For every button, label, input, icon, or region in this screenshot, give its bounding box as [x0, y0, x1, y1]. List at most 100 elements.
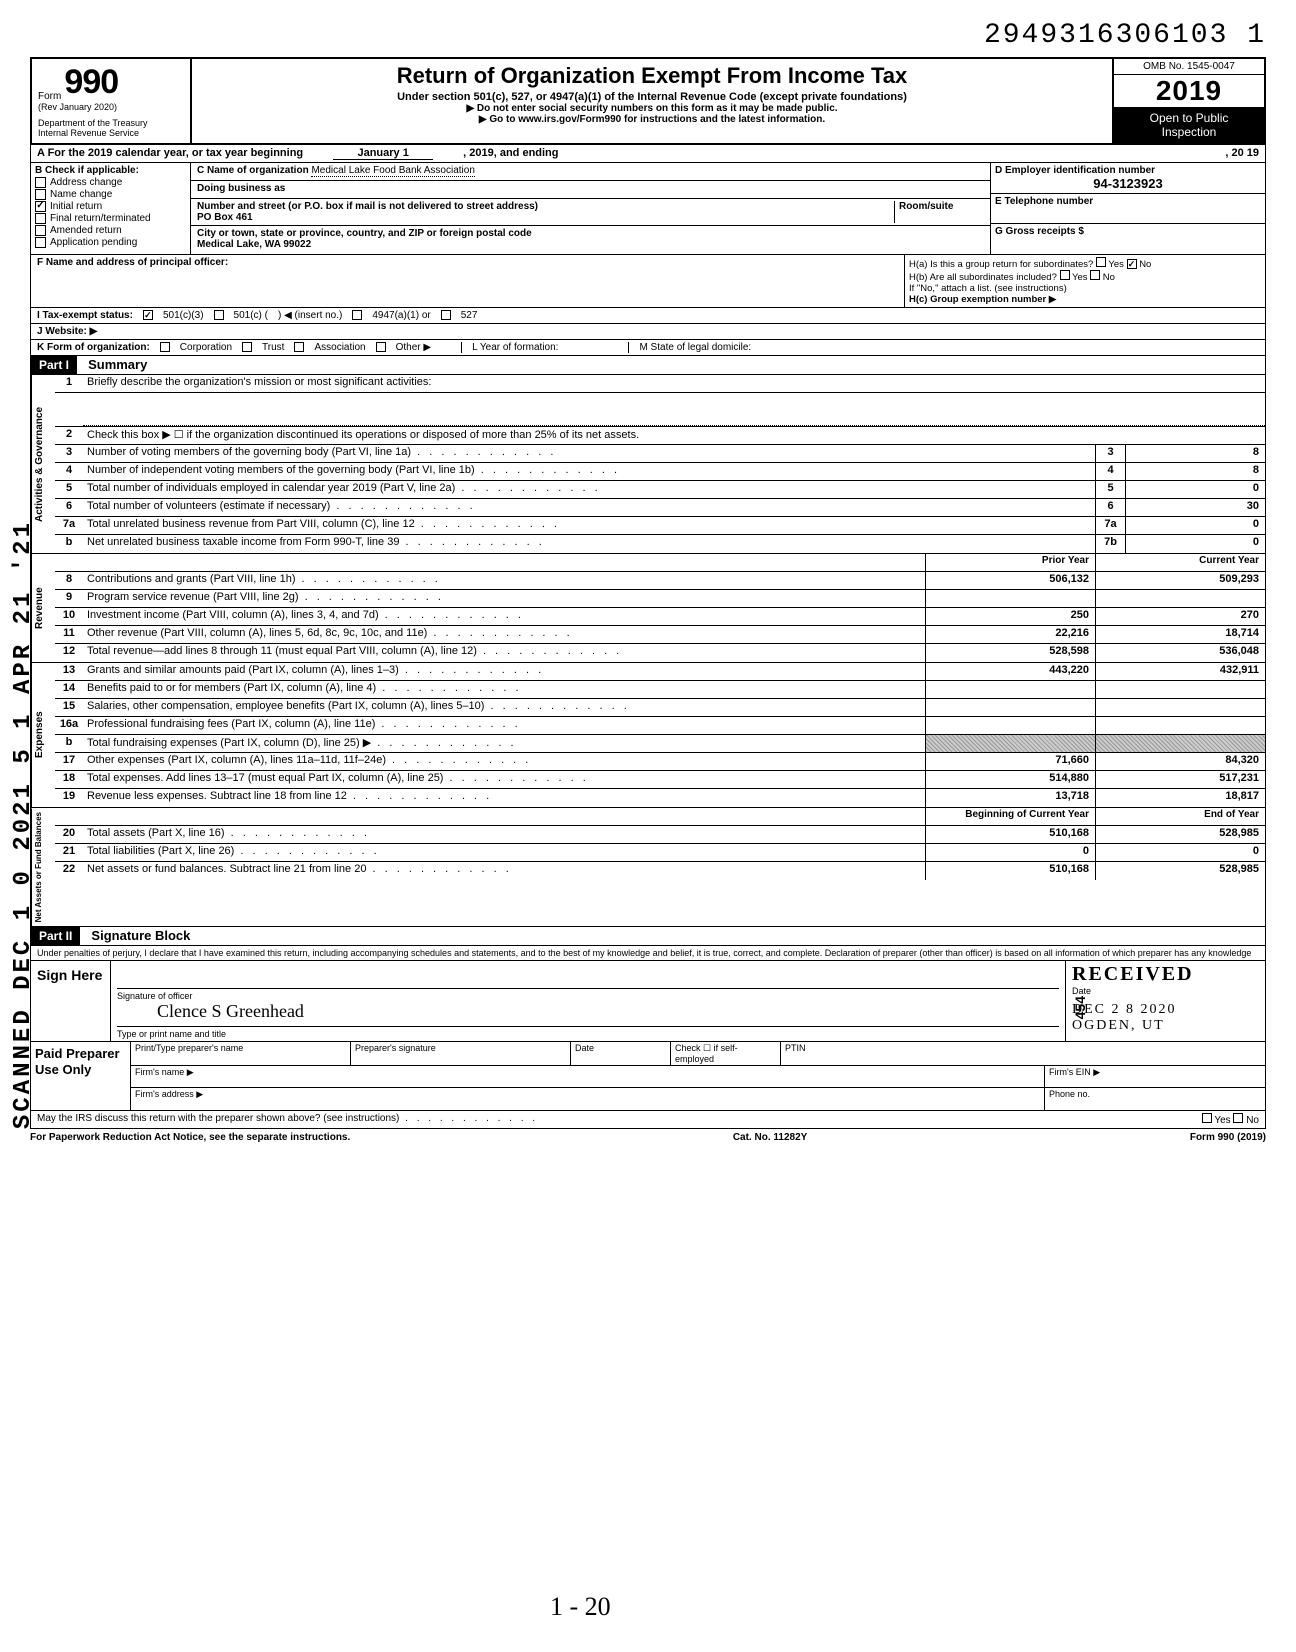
- form-note-2: ▶ Go to www.irs.gov/Form990 for instruct…: [198, 114, 1106, 125]
- omb-number: OMB No. 1545-0047: [1114, 59, 1264, 75]
- summary-line: 21Total liabilities (Part X, line 26)00: [55, 844, 1265, 862]
- e-label: E Telephone number: [995, 196, 1261, 207]
- chk-corp[interactable]: [160, 342, 170, 352]
- received-date: DEC 2 8 2020: [1072, 1002, 1259, 1018]
- paid-check-label: Check ☐ if self-employed: [671, 1042, 781, 1065]
- hb-no[interactable]: [1090, 270, 1100, 280]
- row-a-label: A For the 2019 calendar year, or tax yea…: [37, 147, 303, 160]
- tax-year-begin: January 1: [333, 147, 433, 160]
- ha-yes[interactable]: [1096, 257, 1106, 267]
- c-dba-label: Doing business as: [197, 183, 285, 194]
- col-headers-net: Beginning of Current Year End of Year: [55, 808, 1265, 826]
- chk-other[interactable]: [376, 342, 386, 352]
- paid-firm-ein: Firm's EIN ▶: [1045, 1066, 1265, 1087]
- document-number: 2949316306103 1: [30, 20, 1266, 51]
- 501c-label: 501(c) (: [234, 310, 268, 321]
- chk-final[interactable]: [35, 213, 46, 224]
- part2-title: Signature Block: [83, 928, 190, 943]
- hb-yes[interactable]: [1060, 270, 1070, 280]
- prior-year-hdr: Prior Year: [925, 554, 1095, 571]
- chk-name[interactable]: [35, 189, 46, 200]
- current-year-hdr: Current Year: [1095, 554, 1265, 571]
- summary-line: 3Number of voting members of the governi…: [55, 445, 1265, 463]
- paid-ptin-label: PTIN: [781, 1042, 1265, 1065]
- handwritten-note: 1 - 20: [550, 1592, 611, 1622]
- chk-501c[interactable]: [214, 310, 224, 320]
- row-i: I Tax-exempt status: ✓501(c)(3) 501(c) (…: [30, 308, 1266, 324]
- summary-line: 19Revenue less expenses. Subtract line 1…: [55, 789, 1265, 807]
- chk-527[interactable]: [441, 310, 451, 320]
- form-header: Form 990 (Rev January 2020) Department o…: [30, 57, 1266, 145]
- row-j: J Website: ▶: [30, 324, 1266, 340]
- officer-signature[interactable]: [117, 963, 1059, 989]
- chk-assoc[interactable]: [294, 342, 304, 352]
- org-name: Medical Lake Food Bank Association: [311, 165, 474, 177]
- c-city-label: City or town, state or province, country…: [197, 228, 984, 239]
- paid-sig-label: Preparer's signature: [351, 1042, 571, 1065]
- tax-year: 2019: [1114, 75, 1264, 108]
- summary-line: bTotal fundraising expenses (Part IX, co…: [55, 735, 1265, 753]
- form-footer: Form 990 (2019): [1190, 1132, 1266, 1143]
- summary-line: 20Total assets (Part X, line 16)510,1685…: [55, 826, 1265, 844]
- sign-here-label: Sign Here: [31, 961, 111, 1041]
- chk-501c3[interactable]: ✓: [143, 310, 153, 320]
- officer-name-field[interactable]: Clence S Greenhead: [117, 1001, 1059, 1027]
- other-label: Other ▶: [396, 342, 431, 353]
- h-note: If "No," attach a list. (see instruction…: [909, 283, 1261, 294]
- block-bcd: B Check if applicable: Address change Na…: [30, 163, 1266, 255]
- part1-title: Summary: [80, 357, 147, 372]
- chk-name-label: Name change: [50, 189, 112, 200]
- summary-line: 15Salaries, other compensation, employee…: [55, 699, 1265, 717]
- hc-label: H(c) Group exemption number ▶: [909, 294, 1261, 305]
- chk-pending[interactable]: [35, 237, 46, 248]
- row-a-mid: , 2019, and ending: [463, 147, 558, 160]
- discuss-text: May the IRS discuss this return with the…: [37, 1113, 538, 1126]
- summary-line: 12Total revenue—add lines 8 through 11 (…: [55, 644, 1265, 662]
- footer: For Paperwork Reduction Act Notice, see …: [30, 1129, 1266, 1146]
- 527-label: 527: [461, 310, 478, 321]
- hb-label: H(b) Are all subordinates included?: [909, 272, 1057, 283]
- summary-line: 6Total number of volunteers (estimate if…: [55, 499, 1265, 517]
- discuss-no[interactable]: [1233, 1113, 1243, 1123]
- 4947-label: 4947(a)(1) or: [372, 310, 430, 321]
- chk-initial[interactable]: ✓: [35, 201, 46, 212]
- summary-line: 16aProfessional fundraising fees (Part I…: [55, 717, 1265, 735]
- discuss-yes[interactable]: [1202, 1113, 1212, 1123]
- tax-year-end: , 20 19: [1225, 147, 1259, 160]
- inspect-1: Open to Public: [1116, 111, 1262, 125]
- row-f: F Name and address of principal officer:…: [30, 255, 1266, 308]
- form-number: 990: [64, 63, 118, 101]
- line1-text: Briefly describe the organization's miss…: [83, 375, 1265, 392]
- ha-label: H(a) Is this a group return for subordin…: [909, 259, 1093, 270]
- i-label: I Tax-exempt status:: [37, 310, 133, 321]
- summary-line: 7aTotal unrelated business revenue from …: [55, 517, 1265, 535]
- no-2: No: [1103, 272, 1115, 283]
- part1-hdr: Part I: [31, 356, 77, 374]
- summary-line: 9Program service revenue (Part VIII, lin…: [55, 590, 1265, 608]
- chk-4947[interactable]: [352, 310, 362, 320]
- paid-label: Paid Preparer Use Only: [31, 1042, 131, 1110]
- summary-line: bNet unrelated business taxable income f…: [55, 535, 1265, 553]
- f-label: F Name and address of principal officer:: [37, 257, 228, 268]
- org-city: Medical Lake, WA 99022: [197, 239, 984, 250]
- summary-line: 17Other expenses (Part IX, column (A), l…: [55, 753, 1265, 771]
- sig-officer-label: Signature of officer: [117, 991, 1059, 1001]
- ha-no[interactable]: ✓: [1127, 259, 1137, 269]
- chk-address-label: Address change: [50, 177, 122, 188]
- perjury-text: Under penalties of perjury, I declare th…: [30, 946, 1266, 961]
- chk-trust[interactable]: [242, 342, 252, 352]
- summary-line: 10Investment income (Part VIII, column (…: [55, 608, 1265, 626]
- discuss-row: May the IRS discuss this return with the…: [30, 1111, 1266, 1129]
- l-label: L Year of formation:: [461, 342, 558, 353]
- dept-2: Internal Revenue Service: [38, 128, 184, 138]
- scanned-stamp: SCANNED DEC 1 0 2021 5 1 APR 21 '21: [10, 520, 37, 1129]
- paperwork-notice: For Paperwork Reduction Act Notice, see …: [30, 1132, 350, 1143]
- form-rev: (Rev January 2020): [38, 102, 184, 112]
- chk-address[interactable]: [35, 177, 46, 188]
- summary-line: 5Total number of individuals employed in…: [55, 481, 1265, 499]
- chk-amended[interactable]: [35, 225, 46, 236]
- chk-pending-label: Application pending: [50, 237, 137, 248]
- line2-text: Check this box ▶ ☐ if the organization d…: [83, 427, 1265, 444]
- chk-amended-label: Amended return: [50, 225, 122, 236]
- insert-no: ) ◀ (insert no.): [278, 310, 342, 321]
